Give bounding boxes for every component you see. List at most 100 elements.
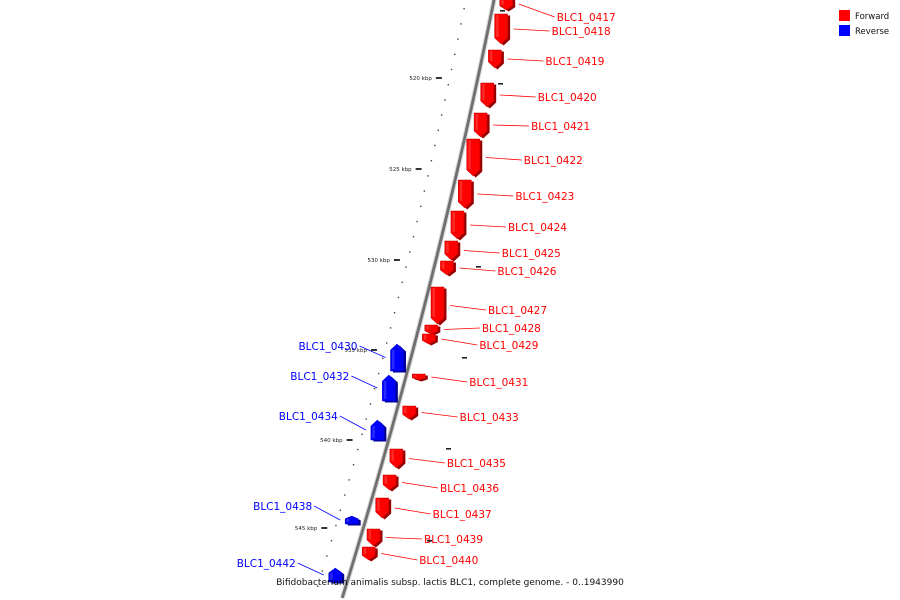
gene-highlight xyxy=(377,499,380,511)
gene-label[interactable]: BLC1_0434 xyxy=(279,411,338,423)
gene-highlight xyxy=(346,518,350,522)
gene-leader-line xyxy=(449,305,487,311)
legend-swatch-reverse xyxy=(839,25,850,36)
gene-highlight xyxy=(482,84,485,100)
gene-blc1-0438[interactable]: BLC1_0438 xyxy=(253,501,361,526)
gene-label[interactable]: BLC1_0423 xyxy=(515,191,574,203)
gene-blc1-0429[interactable]: BLC1_0429 xyxy=(422,333,538,352)
minor-tick xyxy=(317,585,319,587)
gene-blc1-0430[interactable]: BLC1_0430 xyxy=(298,341,406,373)
gene-blc1-0427[interactable]: BLC1_0427 xyxy=(430,286,547,326)
minor-tick xyxy=(381,357,384,359)
minor-tick xyxy=(440,114,443,116)
tick-label: 525 kbp xyxy=(389,167,412,173)
gene-blc1-0432[interactable]: BLC1_0432 xyxy=(290,371,398,403)
gene-highlight xyxy=(446,242,449,253)
gene-leader-line xyxy=(513,28,550,32)
minor-tick xyxy=(335,524,337,527)
minor-tick xyxy=(357,448,359,451)
gene-leader-line xyxy=(485,157,522,161)
gene-label[interactable]: BLC1_0419 xyxy=(545,56,604,68)
gene-blc1-0418[interactable]: BLC1_0418 xyxy=(494,13,611,46)
minor-tick xyxy=(447,84,449,86)
feature-marker xyxy=(498,83,503,85)
gene-label[interactable]: BLC1_0431 xyxy=(469,377,528,389)
gene-blc1-0425[interactable]: BLC1_0425 xyxy=(444,240,561,262)
gene-leader-line xyxy=(351,375,378,389)
gene-highlight xyxy=(330,572,333,580)
gene-blc1-0424[interactable]: BLC1_0424 xyxy=(450,210,567,241)
minor-tick xyxy=(444,99,446,101)
gene-label[interactable]: BLC1_0438 xyxy=(253,501,312,513)
gene-label[interactable]: BLC1_0436 xyxy=(440,483,499,495)
gene-blc1-0419[interactable]: BLC1_0419 xyxy=(488,49,604,70)
gene-label[interactable]: BLC1_0421 xyxy=(531,121,590,133)
gene-label[interactable]: BLC1_0418 xyxy=(552,26,611,38)
gene-blc1-0417[interactable]: BLC1_0417 xyxy=(499,0,616,24)
minor-tick xyxy=(377,372,380,375)
gene-blc1-0423[interactable]: BLC1_0423 xyxy=(458,179,574,210)
gene-blc1-0434[interactable]: BLC1_0434 xyxy=(279,411,387,442)
gene-leader-line xyxy=(507,58,544,62)
gene-leader-line xyxy=(469,224,506,228)
gene-blc1-0426[interactable]: BLC1_0426 xyxy=(440,260,557,278)
gene-label[interactable]: BLC1_0428 xyxy=(482,323,541,335)
gene-blc1-0439[interactable]: BLC1_0439 xyxy=(366,528,483,548)
gene-label[interactable]: BLC1_0427 xyxy=(488,305,547,317)
gene-label[interactable]: BLC1_0429 xyxy=(479,340,538,352)
gene-blc1-0422[interactable]: BLC1_0422 xyxy=(466,138,583,178)
gene-blc1-0433[interactable]: BLC1_0433 xyxy=(402,405,519,424)
minor-tick xyxy=(437,129,439,131)
gene-highlight xyxy=(413,375,417,377)
gene-label[interactable]: BLC1_0420 xyxy=(538,92,597,104)
gene-leader-line xyxy=(441,338,478,346)
gene-highlight xyxy=(404,407,407,414)
gene-label[interactable]: BLC1_0440 xyxy=(419,555,478,567)
gene-blc1-0435[interactable]: BLC1_0435 xyxy=(389,448,506,470)
gene-label[interactable]: BLC1_0432 xyxy=(290,371,349,383)
gene-leader-line xyxy=(381,553,418,561)
gene-label[interactable]: BLC1_0437 xyxy=(433,509,492,521)
gene-label[interactable]: BLC1_0422 xyxy=(524,155,583,167)
gene-blc1-0436[interactable]: BLC1_0436 xyxy=(382,474,499,495)
gene-label[interactable]: BLC1_0426 xyxy=(497,266,556,278)
gene-highlight xyxy=(391,450,394,461)
gene-highlight xyxy=(501,0,504,5)
gene-label[interactable]: BLC1_0439 xyxy=(424,534,483,546)
gene-leader-line xyxy=(463,250,500,254)
feature-marker xyxy=(476,266,481,268)
gene-blc1-0442[interactable]: BLC1_0442 xyxy=(237,558,345,584)
gene-highlight xyxy=(452,212,455,232)
gene-highlight xyxy=(368,530,371,540)
gene-label[interactable]: BLC1_0433 xyxy=(460,412,519,424)
feature-marker xyxy=(500,10,505,12)
legend-label-forward: Forward xyxy=(855,12,889,22)
gene-label[interactable]: BLC1_0442 xyxy=(237,558,296,570)
gene-blc1-0420[interactable]: BLC1_0420 xyxy=(480,82,597,109)
gene-leader-line xyxy=(431,376,468,383)
gene-blc1-0440[interactable]: BLC1_0440 xyxy=(361,546,478,567)
tick-label: 530 kbp xyxy=(367,258,390,264)
gene-leader-line xyxy=(297,562,324,576)
gene-highlight xyxy=(372,426,375,438)
gene-label[interactable]: BLC1_0435 xyxy=(447,458,506,470)
gene-label[interactable]: BLC1_0424 xyxy=(508,222,567,234)
gene-label[interactable]: BLC1_0417 xyxy=(557,12,616,24)
gene-blc1-0428[interactable]: BLC1_0428 xyxy=(424,323,541,336)
gene-label[interactable]: BLC1_0430 xyxy=(298,341,357,353)
gene-leader-line xyxy=(459,267,496,272)
minor-tick xyxy=(344,494,346,496)
gene-leader-line xyxy=(339,415,367,431)
gene-leader-line xyxy=(493,124,530,127)
gene-blc1-0431[interactable]: BLC1_0431 xyxy=(412,373,528,389)
minor-tick xyxy=(409,251,411,253)
gene-label[interactable]: BLC1_0425 xyxy=(502,248,561,260)
minor-tick xyxy=(365,418,367,420)
gene-highlight xyxy=(426,326,429,330)
gene-blc1-0421[interactable]: BLC1_0421 xyxy=(473,112,590,139)
minor-tick xyxy=(373,388,376,390)
gene-highlight xyxy=(432,288,436,317)
gene-blc1-0437[interactable]: BLC1_0437 xyxy=(375,497,492,521)
minor-tick xyxy=(401,281,403,283)
minor-tick xyxy=(416,220,418,223)
